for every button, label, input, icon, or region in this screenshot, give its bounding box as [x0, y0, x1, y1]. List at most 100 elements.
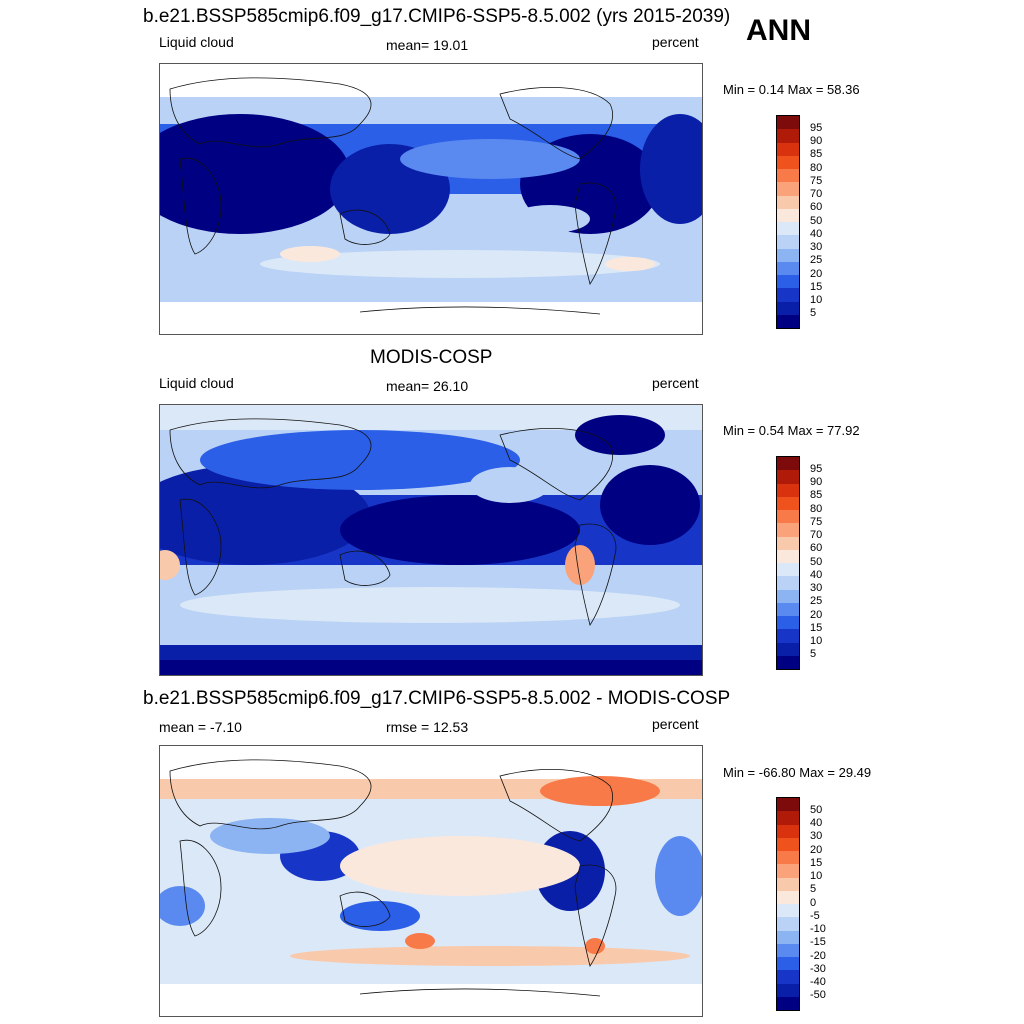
colorbar-swatch — [777, 983, 799, 997]
panel-3-map — [159, 745, 703, 1017]
colorbar-tick-label: 20 — [810, 843, 823, 856]
colorbar-tick-label: 20 — [810, 267, 823, 280]
colorbar-tick-label: 40 — [810, 568, 823, 581]
colorbar-tick-label: 40 — [810, 227, 823, 240]
panel-1-title: b.e21.BSSP585cmip6.f09_g17.CMIP6-SSP5-8.… — [143, 6, 731, 27]
colorbar-swatch — [777, 655, 799, 669]
colorbar-tick-label: 80 — [810, 161, 823, 174]
colorbar-swatch — [777, 930, 799, 944]
colorbar-tick-label: 50 — [810, 555, 823, 568]
panel-2-mean-label: mean= 26.10 — [386, 378, 469, 394]
colorbar-tick-label: 75 — [810, 174, 823, 187]
colorbar-swatch — [777, 877, 799, 891]
colorbar-swatch — [777, 182, 799, 196]
colorbar-swatch — [777, 222, 799, 236]
colorbar-tick-label: 90 — [810, 135, 823, 147]
colorbar-swatch — [777, 510, 799, 524]
colorbar-swatch — [777, 275, 799, 289]
colorbar-swatch — [777, 957, 799, 971]
colorbar-tick-label: 10 — [810, 635, 823, 647]
colorbar-swatch — [777, 116, 799, 130]
colorbar-tick-label: 15 — [810, 280, 823, 293]
panel-1-map — [159, 63, 703, 335]
panel-3-title: b.e21.BSSP585cmip6.f09_g17.CMIP6-SSP5-8.… — [143, 688, 731, 709]
colorbar-swatch — [777, 235, 799, 249]
colorbar-tick-label: 80 — [810, 502, 823, 515]
colorbar-swatch — [777, 142, 799, 156]
colorbar-swatch — [777, 996, 799, 1010]
colorbar-tick-label: 5 — [810, 648, 817, 661]
colorbar-tick-label: 90 — [810, 476, 823, 488]
colorbar-tick-label: -50 — [810, 989, 826, 1002]
panel-2-colorbar-swatches — [776, 456, 800, 670]
colorbar-swatch — [777, 864, 799, 878]
colorbar-swatch — [777, 288, 799, 302]
colorbar-swatch — [777, 589, 799, 603]
colorbar-swatch — [777, 917, 799, 931]
colorbar-tick-label: -20 — [810, 949, 826, 962]
colorbar-tick-label: 15 — [810, 621, 823, 634]
colorbar-tick-label: 75 — [810, 515, 823, 528]
colorbar-tick-label: 25 — [810, 595, 823, 608]
colorbar-swatch — [777, 824, 799, 838]
panel-3-minmax: Min = -66.80 Max = 29.49 — [723, 765, 872, 780]
colorbar-tick-label: -5 — [810, 909, 820, 922]
panel-2-title: MODIS-COSP — [370, 347, 493, 368]
colorbar-tick-label: 0 — [810, 896, 817, 909]
colorbar-tick-label: 10 — [810, 294, 823, 306]
panel-2-colorbar: 95 90 85 80 75 70 60 50 40 30 25 20 15 10 5 — [776, 456, 836, 670]
colorbar-tick-label: 70 — [810, 188, 823, 200]
colorbar-swatch — [777, 616, 799, 630]
colorbar-swatch — [777, 811, 799, 825]
panel-1-variable-label: Liquid cloud — [159, 34, 234, 50]
panel-1-units-label: percent — [652, 34, 699, 50]
colorbar-tick-label: -10 — [810, 923, 826, 935]
colorbar-swatch — [777, 629, 799, 643]
colorbar-tick-label: 30 — [810, 830, 823, 843]
colorbar-tick-label: 70 — [810, 529, 823, 541]
colorbar-swatch — [777, 129, 799, 143]
season-label: ANN — [746, 14, 811, 47]
colorbar-swatch — [777, 248, 799, 262]
colorbar-tick-label: -15 — [810, 936, 826, 949]
panel-2-units-label: percent — [652, 375, 699, 391]
panel-2-minmax: Min = 0.54 Max = 77.92 — [723, 423, 860, 438]
colorbar-swatch — [777, 169, 799, 183]
panel-3-units-label: percent — [652, 716, 699, 732]
colorbar-swatch — [777, 496, 799, 510]
colorbar-swatch — [777, 301, 799, 315]
panel-1-mean-label: mean= 19.01 — [386, 37, 469, 53]
colorbar-swatch — [777, 576, 799, 590]
panel-1-minmax: Min = 0.14 Max = 58.36 — [723, 82, 860, 97]
colorbar-swatch — [777, 563, 799, 577]
colorbar-tick-label: 85 — [810, 148, 823, 161]
colorbar-tick-label: 60 — [810, 201, 823, 214]
colorbar-swatch — [777, 470, 799, 484]
panel-3-colorbar: 50 40 30 20 15 10 5 0 -5 -10 -15 -20 -30 -40 -50 — [776, 797, 836, 1011]
colorbar-tick-label: 95 — [810, 121, 823, 134]
colorbar-tick-label: -30 — [810, 962, 826, 975]
panel-3-rmse-label: rmse = 12.53 — [386, 719, 469, 735]
colorbar-swatch — [777, 837, 799, 851]
colorbar-swatch — [777, 642, 799, 656]
colorbar-tick-label: 5 — [810, 307, 817, 320]
colorbar-tick-label: 15 — [810, 856, 823, 869]
colorbar-swatch — [777, 602, 799, 616]
colorbar-swatch — [777, 523, 799, 537]
colorbar-swatch — [777, 943, 799, 957]
colorbar-swatch — [777, 483, 799, 497]
colorbar-tick-label: 95 — [810, 462, 823, 475]
colorbar-tick-label: 30 — [810, 241, 823, 253]
colorbar-tick-label: 10 — [810, 870, 823, 882]
colorbar-swatch — [777, 904, 799, 918]
panel-3-colorbar-swatches — [776, 797, 800, 1011]
colorbar-swatch — [777, 890, 799, 904]
colorbar-tick-label: 5 — [810, 883, 817, 896]
panel-2-variable-label: Liquid cloud — [159, 375, 234, 391]
panel-2-map — [159, 404, 703, 676]
colorbar-swatch — [777, 549, 799, 563]
colorbar-tick-label: 40 — [810, 817, 823, 829]
colorbar-tick-label: 50 — [810, 214, 823, 227]
colorbar-swatch — [777, 970, 799, 984]
colorbar-swatch — [777, 155, 799, 169]
